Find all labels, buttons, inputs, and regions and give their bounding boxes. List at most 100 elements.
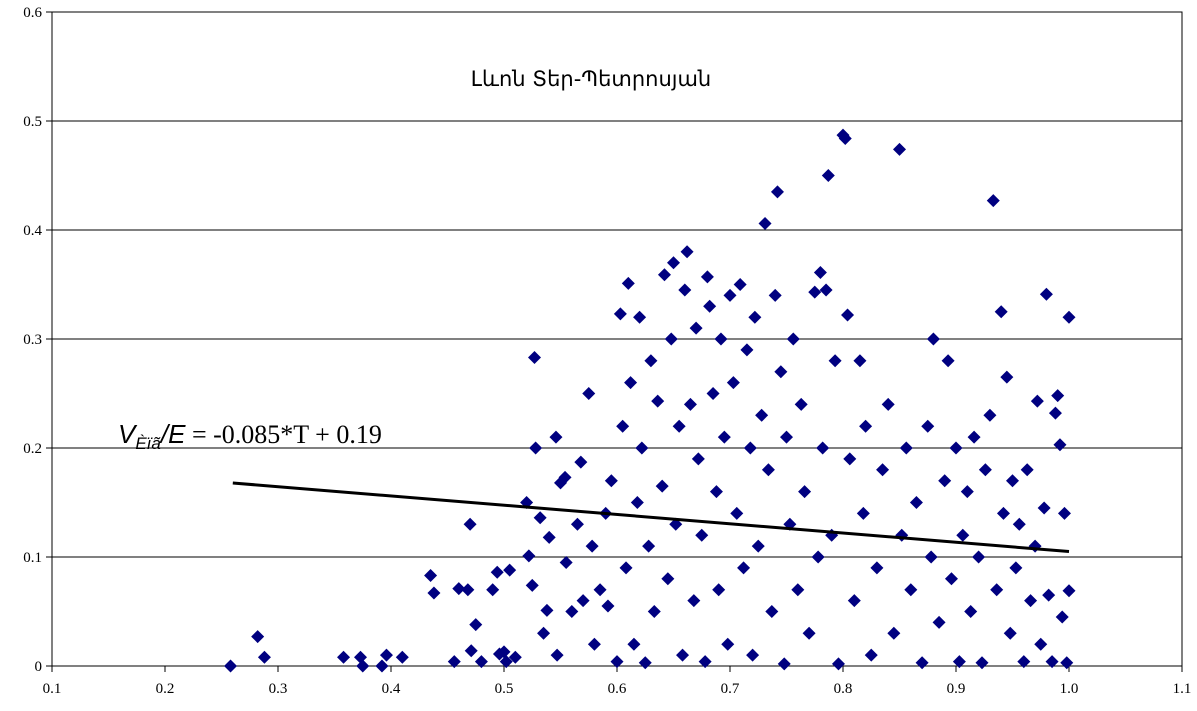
data-point: [944, 572, 958, 586]
data-point: [257, 650, 271, 664]
data-point: [721, 637, 735, 651]
data-point: [1034, 637, 1048, 651]
y-tick-label: 0.5: [23, 114, 42, 130]
data-point: [746, 648, 760, 662]
data-point: [463, 517, 477, 531]
y-axis-ticks: 0 0.1 0.2 0.3 0.4 0.5 0.6: [23, 5, 52, 675]
data-point: [585, 539, 599, 553]
data-point: [733, 278, 747, 291]
data-point: [761, 463, 775, 477]
data-point: [932, 615, 946, 629]
data-point: [1048, 406, 1062, 420]
data-point: [1006, 474, 1019, 488]
data-point: [533, 511, 547, 525]
data-point: [570, 517, 584, 531]
x-tick-label: 0.8: [834, 681, 853, 697]
data-point: [1030, 394, 1044, 408]
data-point: [1051, 389, 1065, 403]
data-point: [723, 288, 737, 302]
data-point: [876, 463, 890, 477]
data-point: [864, 648, 878, 662]
data-point: [461, 583, 475, 597]
y-tick-label: 0.6: [23, 5, 42, 21]
y-tick-label: 0.2: [23, 441, 42, 457]
data-point: [949, 441, 963, 455]
data-point: [847, 594, 861, 608]
data-point: [751, 539, 765, 553]
equation-formula: = -0.085*T + 0.19: [185, 420, 381, 449]
data-point: [986, 194, 1000, 208]
data-point: [630, 496, 644, 509]
data-point: [774, 365, 788, 379]
data-point: [540, 603, 554, 617]
data-point: [975, 656, 989, 670]
data-point: [667, 256, 680, 270]
equation-v: V: [118, 419, 138, 449]
data-point: [1060, 656, 1074, 670]
x-tick-label: 0.3: [269, 681, 288, 697]
data-point: [737, 561, 751, 575]
data-point: [1024, 594, 1038, 608]
data-point: [657, 268, 671, 282]
data-point: [655, 479, 669, 493]
data-point: [427, 586, 441, 600]
x-tick-label: 1.0: [1060, 681, 1079, 697]
data-point: [938, 474, 952, 488]
data-point: [574, 455, 588, 469]
data-point: [700, 270, 714, 284]
data-point: [490, 565, 504, 579]
x-tick-label: 0.5: [495, 681, 514, 697]
data-point: [1003, 626, 1017, 640]
data-point: [853, 354, 867, 368]
data-point: [983, 408, 997, 422]
data-point: [1062, 584, 1076, 598]
data-point: [464, 644, 478, 658]
data-point: [802, 626, 816, 640]
data-point: [508, 650, 522, 664]
x-axis-ticks: 0.1 0.2 0.3 0.4 0.5 0.6 0.7 0.8 0.9 1.0 1.1: [43, 666, 1192, 697]
data-point: [687, 594, 701, 608]
data-point: [604, 474, 618, 488]
y-tick-label: 0: [35, 659, 43, 675]
x-tick-label: 1.1: [1173, 681, 1192, 697]
data-point: [1053, 438, 1067, 452]
data-point: [843, 452, 857, 466]
data-point: [838, 131, 852, 145]
data-point: [447, 655, 461, 669]
data-point: [765, 605, 779, 618]
data-point: [828, 354, 842, 368]
data-point: [960, 485, 974, 499]
data-point: [689, 321, 703, 335]
data-points: [224, 128, 1076, 673]
data-point: [893, 142, 906, 156]
data-point: [582, 387, 596, 400]
data-point: [952, 655, 966, 669]
data-point: [610, 655, 624, 669]
y-tick-label: 0.4: [23, 223, 42, 239]
data-point: [924, 550, 938, 564]
data-point: [624, 376, 638, 390]
data-point: [770, 185, 784, 199]
data-point: [1009, 561, 1023, 575]
data-point: [926, 332, 940, 346]
x-tick-label: 0.6: [608, 681, 627, 697]
data-point: [375, 659, 389, 673]
equation-subscript: Èïã: [135, 434, 161, 453]
data-point: [859, 419, 873, 433]
trendline: [232, 481, 1070, 554]
data-point: [619, 561, 633, 575]
data-point: [550, 648, 564, 662]
data-point: [251, 630, 265, 644]
data-point: [379, 648, 393, 662]
data-point: [956, 528, 970, 542]
data-point: [638, 656, 652, 670]
data-point: [621, 276, 635, 290]
data-point: [740, 343, 754, 357]
equation-slash-e: /E: [159, 419, 186, 449]
data-point: [635, 441, 649, 455]
x-tick-label: 0.4: [382, 681, 401, 697]
data-point: [661, 572, 675, 586]
data-point: [748, 310, 762, 324]
x-tick-label: 0.7: [721, 681, 740, 697]
data-point: [601, 599, 615, 613]
